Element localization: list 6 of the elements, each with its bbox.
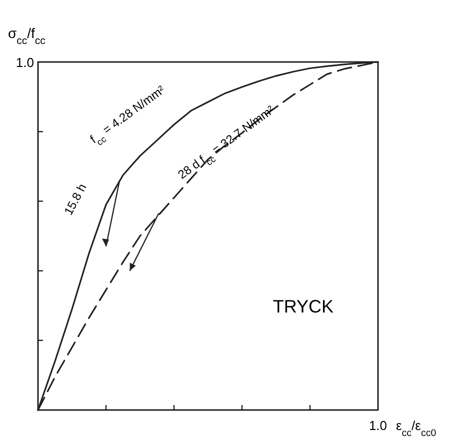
annotation: 15.8 h (61, 181, 90, 218)
y-axis-title: σ$_{cc}$/f$_{cc}$ (8, 25, 46, 47)
text: 1.0 (16, 55, 34, 70)
text: 1.0 (368, 418, 388, 433)
annotation: TRYCK (272, 296, 334, 317)
x-axis-title: ε$_{cc}$/ε$_{cc0}$ (396, 418, 437, 438)
